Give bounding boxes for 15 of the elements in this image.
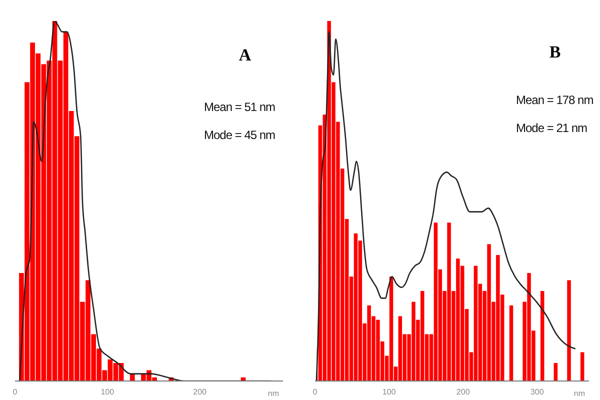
- text: B: [549, 42, 561, 62]
- annotation: Mean = 51 nm: [204, 99, 276, 116]
- x-tick-label: 200: [193, 388, 208, 397]
- text: A: [238, 46, 252, 64]
- x-axis-title: nm: [268, 389, 280, 398]
- annotation: Mode = 45 nm: [204, 127, 276, 144]
- x-tick-label: 300: [530, 388, 544, 397]
- x-tick-label: 100: [100, 388, 115, 397]
- x-tick-label: 200: [456, 388, 470, 397]
- x-tick-label: 0: [312, 388, 318, 397]
- x-tick-label: 100: [382, 388, 396, 397]
- x-axis-title: nm: [574, 389, 586, 398]
- x-tick-label: 0: [12, 388, 18, 397]
- annotation: Mode = 21 nm: [516, 120, 588, 137]
- annotation: Mean = 178 nm: [516, 92, 594, 109]
